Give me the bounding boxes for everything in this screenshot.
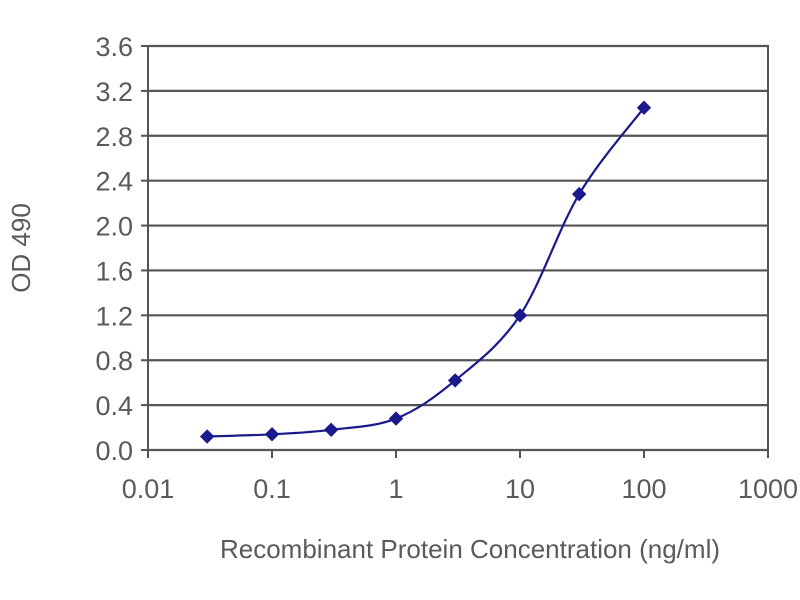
gridlines: [148, 44, 768, 452]
data-point: [512, 308, 528, 323]
x-tick-label: 0.01: [122, 474, 175, 504]
x-tick-label: 10: [505, 474, 535, 504]
series-layer: [199, 100, 652, 444]
data-point: [264, 427, 280, 442]
data-point: [323, 422, 339, 438]
y-tick-label: 1.6: [95, 256, 133, 286]
x-tick-label: 1: [388, 474, 403, 504]
y-tick-label: 0.8: [95, 346, 133, 376]
x-axis-ticks: 0.01 0.1 1 10 100 1000: [122, 450, 798, 504]
plot-area: [147, 45, 769, 451]
data-point: [447, 373, 463, 388]
data-point: [571, 186, 587, 202]
y-axis-title: OD 490: [6, 203, 36, 293]
data-point: [636, 100, 652, 115]
y-tick-label: 3.2: [95, 77, 133, 107]
y-tick-label: 1.2: [95, 301, 133, 331]
x-tick-label: 0.1: [253, 474, 291, 504]
y-tick-label: 0.4: [95, 391, 133, 421]
y-axis-ticks: 0.0 0.4 0.8 1.2 1.6 2.0 2.4 2.8 3.2 3.6: [95, 32, 148, 466]
y-tick-label: 0.0: [95, 436, 133, 466]
x-axis-title: Recombinant Protein Concentration (ng/ml…: [220, 534, 720, 564]
y-tick-label: 2.4: [95, 167, 133, 197]
x-tick-label: 100: [621, 474, 666, 504]
y-tick-label: 2.0: [95, 212, 133, 242]
data-point: [199, 429, 215, 444]
x-tick-label: 1000: [738, 474, 798, 504]
data-point: [388, 411, 404, 426]
y-tick-label: 2.8: [95, 122, 133, 152]
y-tick-label: 3.6: [95, 32, 133, 62]
